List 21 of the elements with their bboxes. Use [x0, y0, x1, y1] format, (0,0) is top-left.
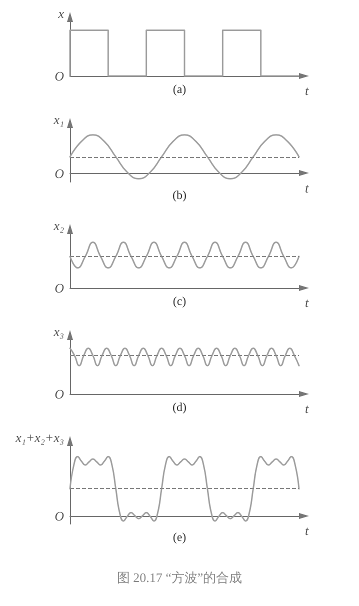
text: (d) [172, 400, 186, 414]
x-axis-title: t [305, 401, 309, 416]
text: (e) [172, 530, 186, 544]
text: O [54, 68, 65, 84]
text: O [54, 166, 65, 181]
x-axis-title: t [305, 180, 309, 196]
text: (b) [172, 188, 186, 202]
x-axis-title: t [305, 295, 309, 310]
text: (c) [172, 294, 186, 308]
x-axis-title: t [305, 83, 309, 98]
y-axis-title: x₃ [52, 324, 64, 339]
text: O [54, 386, 65, 402]
y-axis-title: x₁+x₂+x₃ [14, 430, 64, 445]
text: O [54, 280, 65, 296]
text: O [54, 508, 65, 524]
y-axis-title: x [57, 6, 64, 21]
x-axis-title: t [305, 522, 309, 538]
text: (a) [172, 82, 186, 96]
y-axis-title: x₁ [52, 112, 64, 127]
caption: 图 20.17 “方波”的合成 [116, 570, 242, 585]
y-axis-title: x₂ [52, 218, 64, 233]
